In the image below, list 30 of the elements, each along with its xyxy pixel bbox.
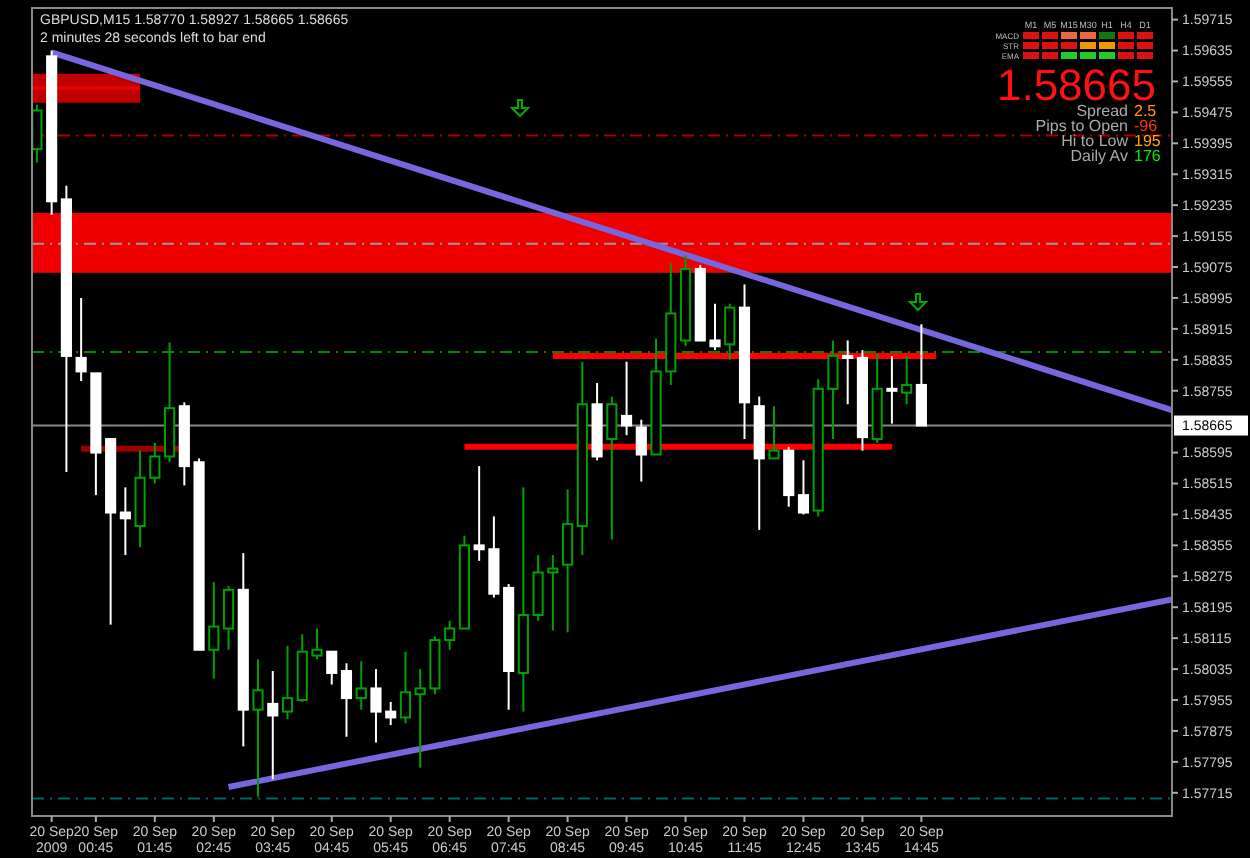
candlestick [621,360,633,437]
candlestick [901,354,913,406]
candlestick [724,302,736,361]
annotation: -96 [1134,117,1159,135]
annotation: Hi to Low [1061,132,1129,150]
candlestick [281,644,294,721]
candlestick [267,670,279,781]
annotation: 2.5 [1134,102,1158,120]
candlestick [208,581,220,680]
annotation: Pips to Open [1035,117,1128,135]
candlestick [562,488,574,634]
candlestick [886,354,898,425]
candlestick [340,662,353,738]
candlestick [355,660,367,711]
annotation: Daily Av [1070,147,1128,165]
candlestick [119,486,131,557]
annotation: 195 [1134,132,1162,150]
candlestick [783,445,795,508]
candlestick [252,658,264,798]
candlestick [399,650,412,725]
candlestick [635,418,647,483]
candlestick [842,339,854,406]
candlestick [797,459,810,516]
candlestick [606,395,618,541]
candlestick [768,405,780,460]
annotation: 176 [1134,147,1162,165]
candlestick [222,584,235,651]
candlestick [75,296,87,383]
candlestick [326,650,338,686]
candlestick [915,323,927,427]
